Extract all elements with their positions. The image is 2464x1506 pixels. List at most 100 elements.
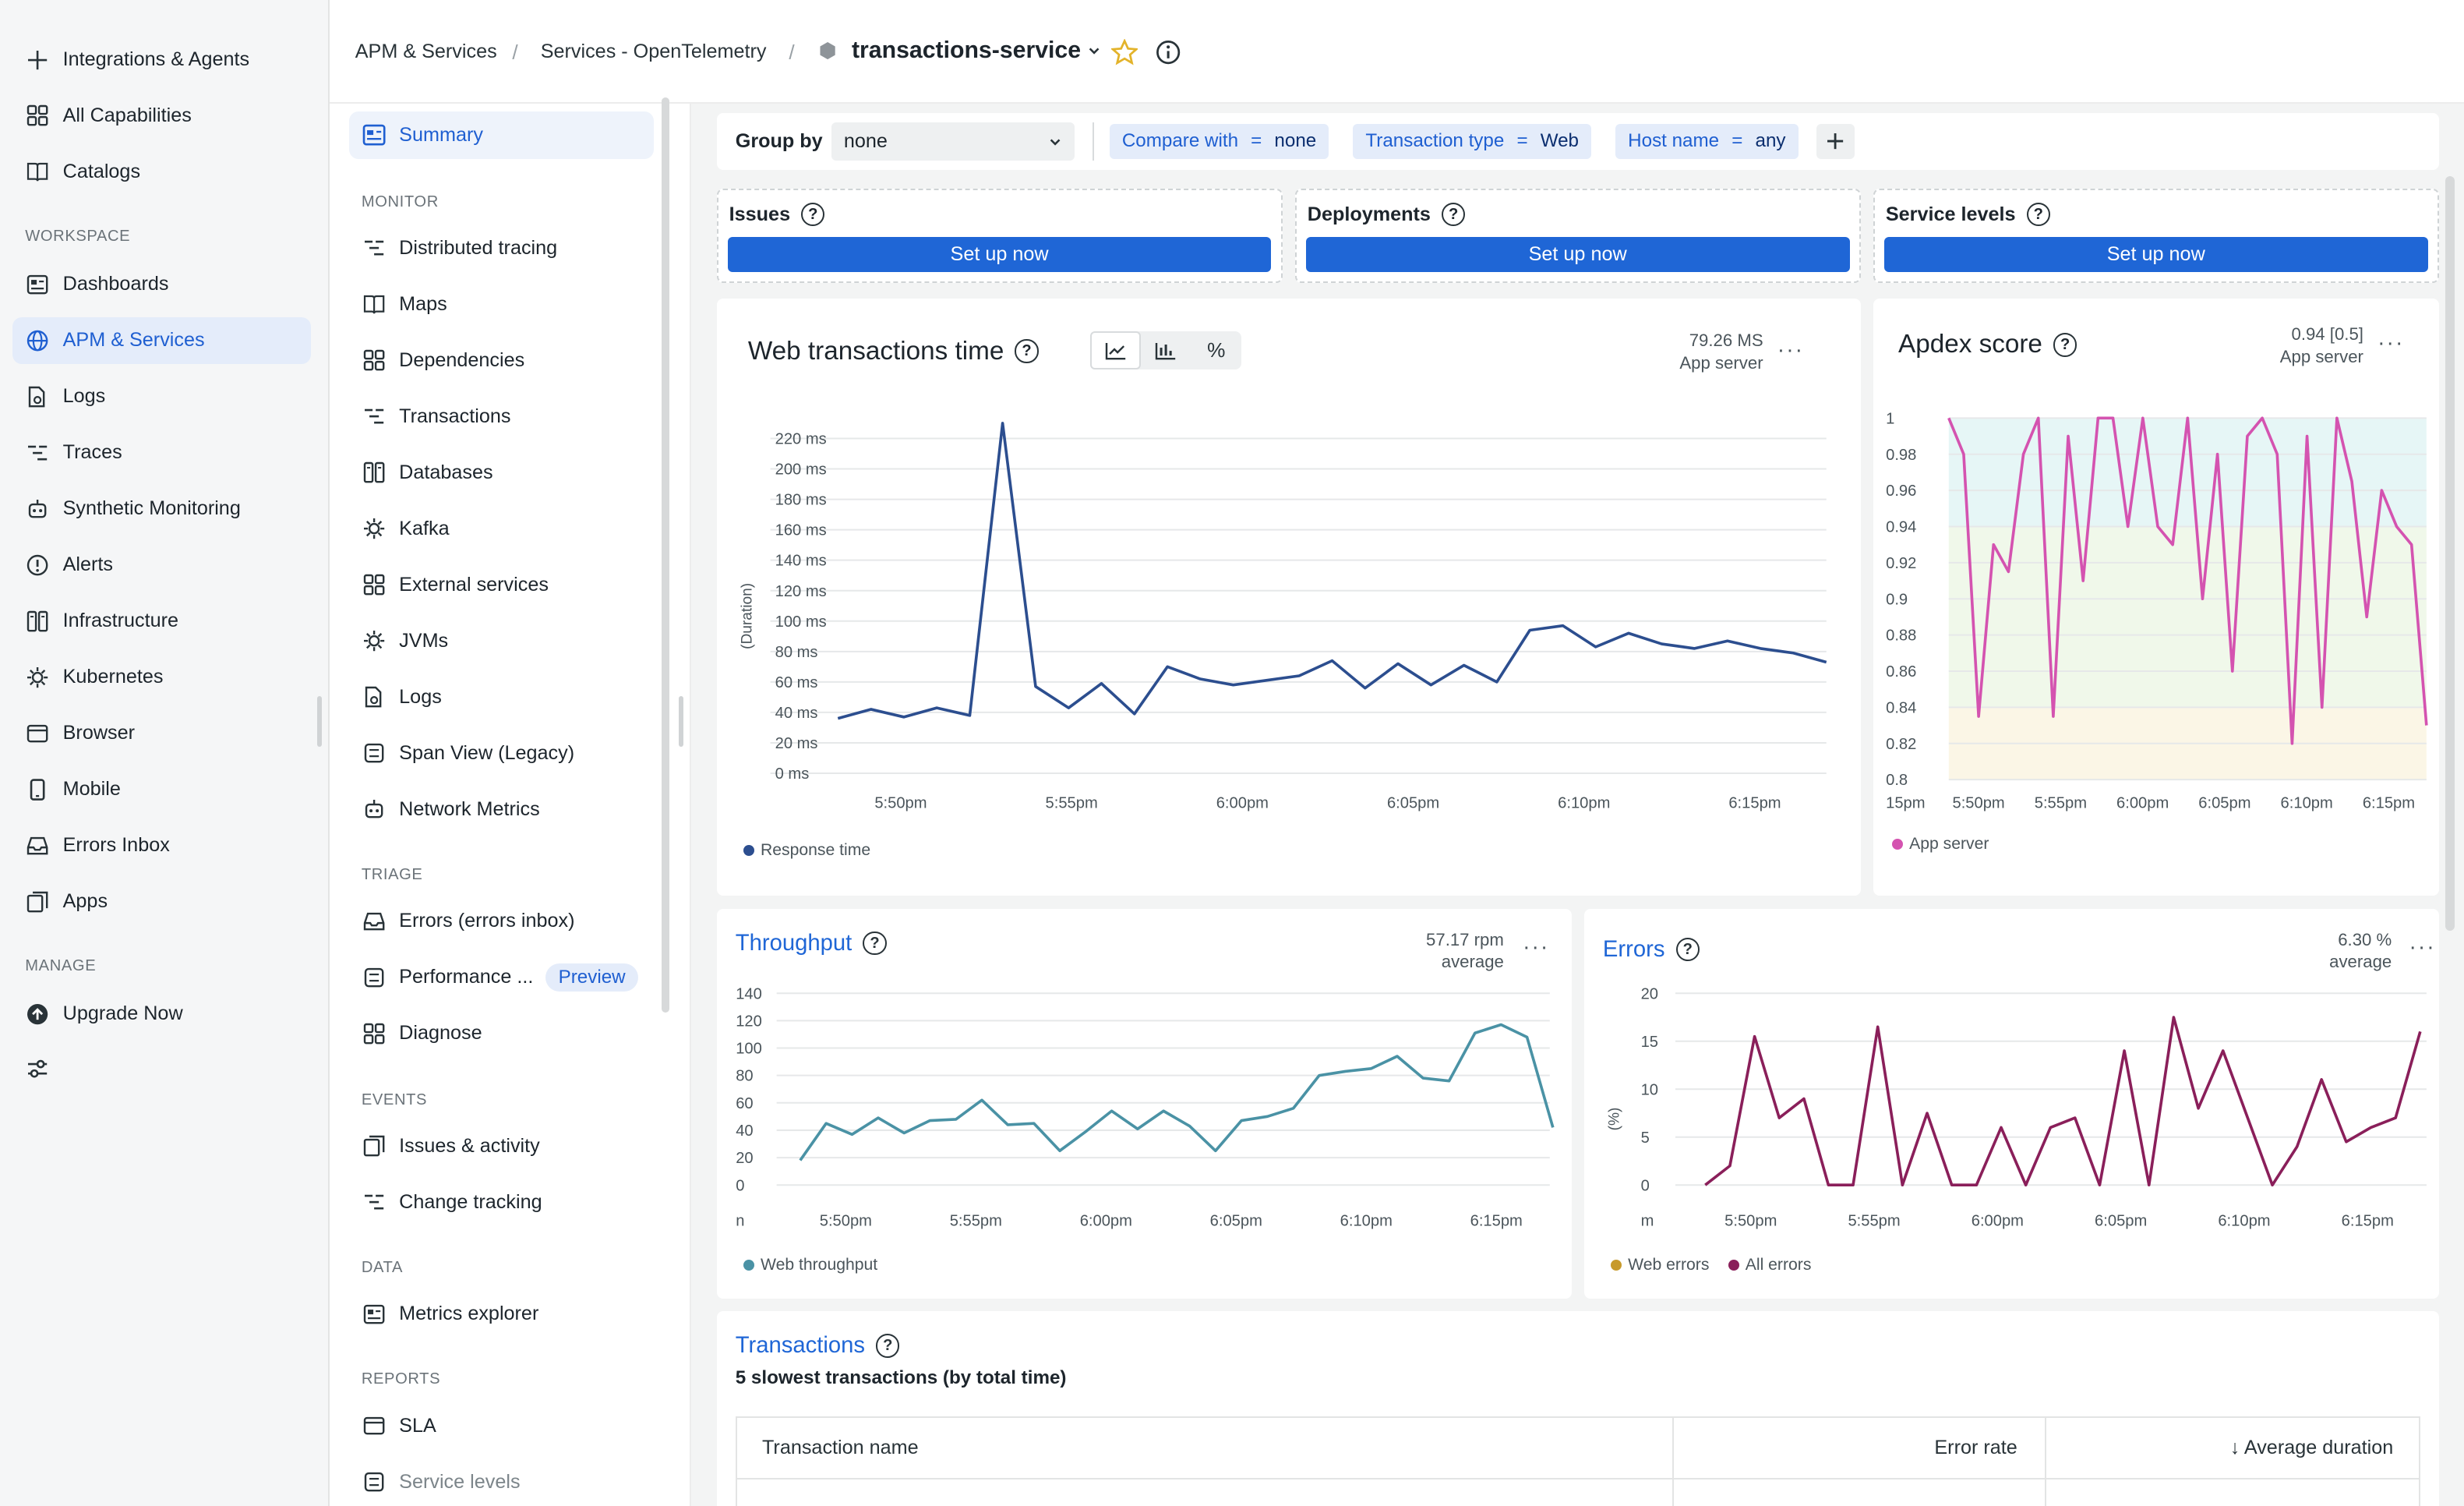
main-scrollbar[interactable] <box>2445 175 2455 931</box>
subnav-item-issues-activity[interactable]: Issues & activity <box>349 1122 654 1169</box>
subnav-item-label: Service levels <box>399 1470 521 1493</box>
throughput-card: Throughput? 57.17 rpm average ··· 0 20 40 60… <box>716 908 1572 1299</box>
breadcrumb-apm[interactable]: APM & Services <box>355 41 497 63</box>
breadcrumb-services[interactable]: Services - OpenTelemetry <box>540 41 767 63</box>
col-transaction-name[interactable]: Transaction name <box>761 1437 919 1459</box>
logs-icon <box>362 684 387 709</box>
apdex-card: Apdex score? 0.94 [0.5] App server ··· 0.… <box>1873 299 2439 896</box>
subnav-item-transactions[interactable]: Transactions <box>349 393 654 440</box>
subnav-scrollbar[interactable] <box>661 97 670 1013</box>
nav-item-browser[interactable]: Browser <box>12 710 311 757</box>
help-icon[interactable]: ? <box>876 1334 900 1358</box>
subnav-item-distributed-tracing[interactable]: Distributed tracing <box>349 224 654 271</box>
y-tick-label: 40 <box>736 1122 753 1140</box>
x-tick-label: 6:05pm <box>2095 1213 2147 1230</box>
nav-item-catalogs[interactable]: Catalogs <box>12 148 311 195</box>
subnav-item-databases[interactable]: Databases <box>349 449 654 496</box>
col-average-duration[interactable]: ↓ Average duration <box>2229 1437 2394 1459</box>
nav-item-all-capabilities[interactable]: All Capabilities <box>12 92 311 139</box>
subnav-item-service-levels[interactable]: Service levels <box>349 1458 654 1505</box>
nav-item-label: APM & Services <box>62 329 205 352</box>
throughput-chart: 0 20 40 60 80 100 120 140 5:50pm 5:55pm 6:00pm 6:05… <box>736 986 1555 1230</box>
help-icon[interactable]: ? <box>2053 333 2077 357</box>
traces-icon <box>362 1190 387 1214</box>
bar-chart-toggle[interactable] <box>1141 331 1191 369</box>
subnav-item-performance[interactable]: Performance ... Preview <box>349 953 654 1000</box>
nav-item-mobile[interactable]: Mobile <box>12 766 311 813</box>
nav-item-errors-inbox[interactable]: Errors Inbox <box>12 822 311 869</box>
more-options-icon[interactable]: ··· <box>2378 330 2405 355</box>
help-icon[interactable]: ? <box>801 203 825 227</box>
subnav-item-network-metrics[interactable]: Network Metrics <box>349 786 654 833</box>
percent-toggle[interactable]: % <box>1191 331 1242 369</box>
subnav-item-sla[interactable]: SLA <box>349 1402 654 1449</box>
errors-title[interactable]: Errors? <box>1603 937 1700 963</box>
subnav-item-metrics-explorer[interactable]: Metrics explorer <box>349 1291 654 1338</box>
nav-item-dashboards[interactable]: Dashboards <box>12 261 311 308</box>
subnav-item-dependencies[interactable]: Dependencies <box>349 337 654 384</box>
nav-item-logs[interactable]: Logs <box>12 373 311 420</box>
dashboard-icon <box>362 1302 387 1327</box>
settings-button[interactable] <box>12 1045 311 1092</box>
subnav-item-errors-errors-inbox[interactable]: Errors (errors inbox) <box>349 897 654 944</box>
info-icon[interactable] <box>1155 39 1181 65</box>
subnav-item-span-view-legacy[interactable]: Span View (Legacy) <box>349 730 654 776</box>
grid-icon <box>25 103 50 128</box>
entity-title: transactions-service <box>851 37 1082 64</box>
subnav-item-label: Kafka <box>399 518 450 540</box>
throughput-title[interactable]: Throughput? <box>736 931 887 956</box>
col-error-rate[interactable]: Error rate <box>1934 1437 2017 1459</box>
nav-item-synthetic-monitoring[interactable]: Synthetic Monitoring <box>12 486 311 532</box>
transaction-type-filter[interactable]: Transaction type = Web <box>1353 124 1592 159</box>
subnav-item-jvms[interactable]: JVMs <box>349 617 654 664</box>
subnav-item-external-services[interactable]: External services <box>349 561 654 608</box>
help-icon[interactable]: ? <box>1015 339 1039 363</box>
txn-type-label: Transaction type <box>1365 130 1505 152</box>
help-icon[interactable]: ? <box>863 932 887 956</box>
set-up-now-button[interactable]: Set up now <box>1305 237 1850 272</box>
transactions-title[interactable]: Transactions? <box>736 1333 900 1359</box>
help-icon[interactable]: ? <box>1675 938 1700 962</box>
nav-item-kubernetes[interactable]: Kubernetes <box>12 654 311 701</box>
subnav-resize-handle[interactable] <box>679 696 684 747</box>
nav-item-alerts[interactable]: Alerts <box>12 542 311 589</box>
help-icon[interactable]: ? <box>1442 203 1466 227</box>
series-line-web-throughput <box>798 1023 1555 1161</box>
setup-card-title: Service levels? <box>1886 203 2050 227</box>
nav-item-traces[interactable]: Traces <box>12 430 311 476</box>
left-nav: Integrations & Agents All Capabilities Cat… <box>0 0 330 1506</box>
more-options-icon[interactable]: ··· <box>1777 336 1805 362</box>
subnav-item-logs[interactable]: Logs <box>349 673 654 720</box>
nav-item-label: Browser <box>62 722 135 744</box>
nav-item-apps[interactable]: Apps <box>12 878 311 925</box>
add-filter-button[interactable] <box>1816 124 1855 159</box>
x-tick-label: 6:05pm <box>1386 795 1439 812</box>
line-chart-toggle[interactable] <box>1090 331 1141 369</box>
subnav-item-maps[interactable]: Maps <box>349 281 654 327</box>
more-options-icon[interactable]: ··· <box>1523 933 1550 959</box>
subnav-item-label: Databases <box>399 461 493 484</box>
subnav-summary[interactable]: Summary <box>348 111 654 159</box>
help-icon[interactable]: ? <box>2026 203 2050 227</box>
nav-item-apm-services[interactable]: APM & Services <box>12 316 312 365</box>
y-tick-label: 15 <box>1640 1034 1657 1051</box>
compare-with-filter[interactable]: Compare with = none <box>1109 124 1329 159</box>
host-label: Host name <box>1628 130 1720 152</box>
set-up-now-button[interactable]: Set up now <box>727 237 1272 272</box>
nav-item-integrations-agents[interactable]: Integrations & Agents <box>12 36 311 83</box>
nav-item-upgrade-now[interactable]: Upgrade Now <box>12 990 311 1037</box>
favorite-star-icon[interactable] <box>1110 39 1138 65</box>
y-tick-label: 160 ms <box>775 522 826 539</box>
set-up-now-button[interactable]: Set up now <box>1883 237 2428 272</box>
subnav-item-change-tracking[interactable]: Change tracking <box>349 1179 654 1225</box>
y-tick-label: 180 ms <box>775 492 826 509</box>
nav-item-infrastructure[interactable]: Infrastructure <box>12 598 311 645</box>
entity-selector[interactable]: transactions-service <box>819 37 1102 64</box>
nav-resize-handle[interactable] <box>317 696 323 747</box>
host-name-filter[interactable]: Host name = any <box>1615 124 1799 159</box>
server-icon <box>25 609 50 634</box>
group-by-select[interactable]: none <box>831 122 1075 161</box>
subnav-item-kafka[interactable]: Kafka <box>349 505 654 552</box>
more-options-icon[interactable]: ··· <box>2409 933 2436 959</box>
subnav-item-diagnose[interactable]: Diagnose <box>349 1009 654 1056</box>
